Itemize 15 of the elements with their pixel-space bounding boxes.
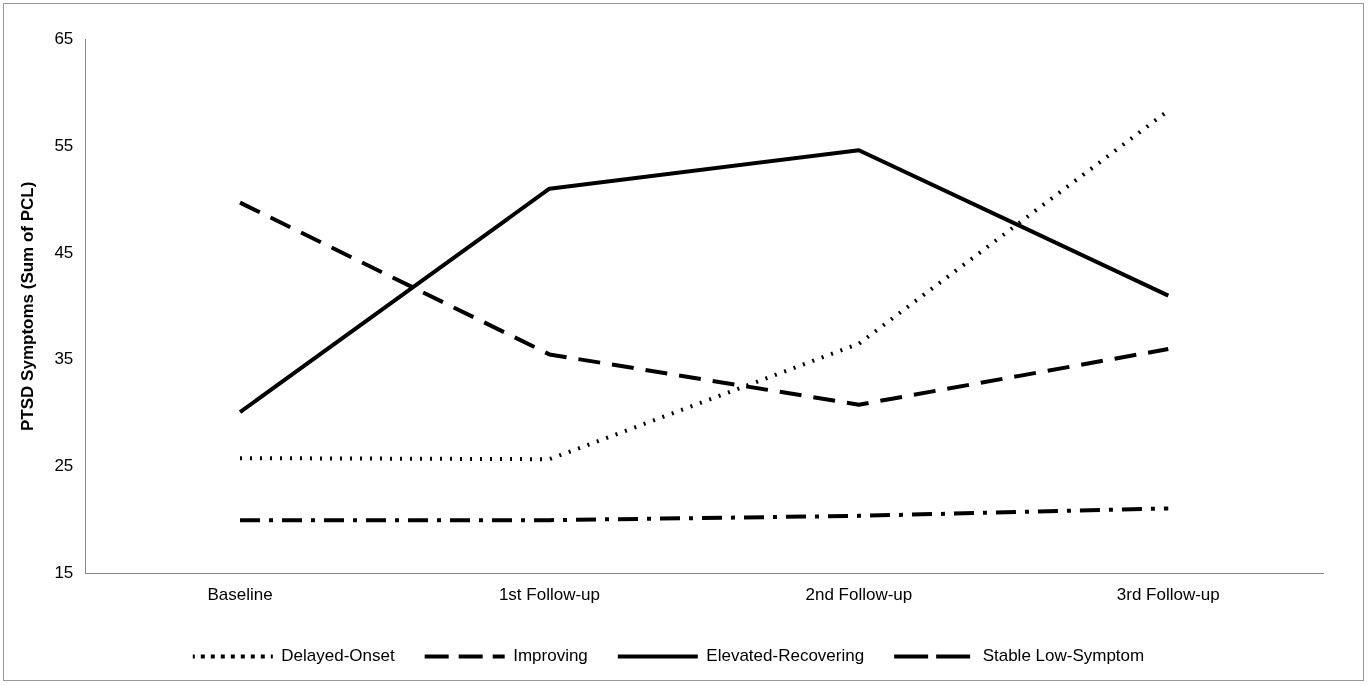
y-tick-label: 35 bbox=[54, 349, 74, 369]
y-tick-label: 65 bbox=[54, 28, 74, 48]
y-axis-title: PTSD Symptoms (Sum of PCL) bbox=[17, 181, 37, 431]
legend-label: Delayed-Onset bbox=[281, 646, 395, 666]
y-tick-label: 55 bbox=[54, 135, 74, 155]
y-tick-label: 25 bbox=[54, 456, 74, 476]
y-tick-label: 45 bbox=[54, 242, 74, 262]
x-tick-label: Baseline bbox=[207, 585, 273, 605]
y-tick-label: 15 bbox=[54, 563, 74, 583]
legend-label: Improving bbox=[513, 646, 588, 666]
x-tick-label: 2nd Follow-up bbox=[805, 585, 913, 605]
legend-label: Elevated-Recovering bbox=[706, 646, 865, 666]
x-tick-label: 3rd Follow-up bbox=[1116, 585, 1220, 605]
x-tick-label: 1st Follow-up bbox=[498, 585, 600, 605]
legend-label: Stable Low-Symptom bbox=[982, 646, 1145, 666]
